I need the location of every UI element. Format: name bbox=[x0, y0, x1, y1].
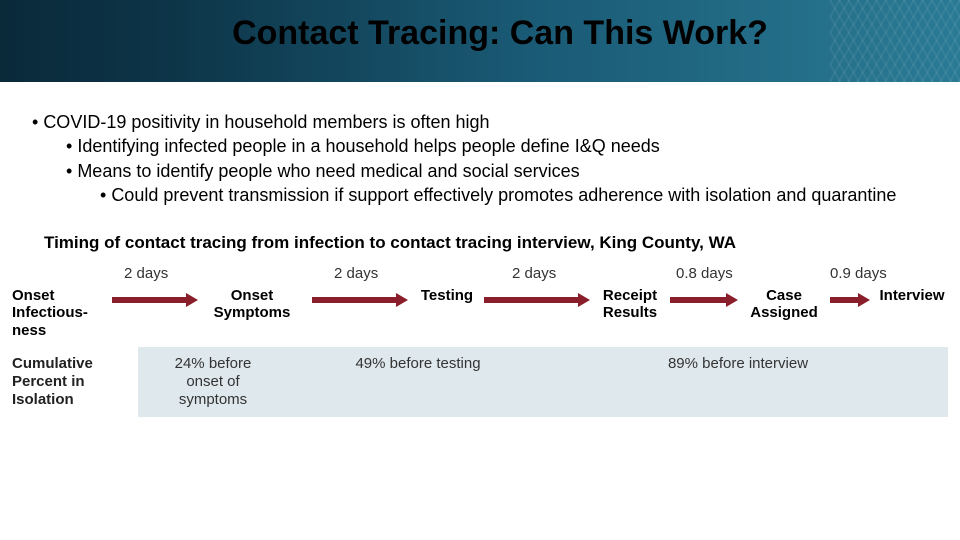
timeline-arrow-icon bbox=[670, 293, 738, 307]
bullet-l2b: Means to identify people who need medica… bbox=[20, 159, 940, 183]
bullet-l2a: Identifying infected people in a househo… bbox=[20, 134, 940, 158]
timeline-days-label: 2 days bbox=[512, 265, 556, 282]
cumulative-cell: 89% before interview bbox=[548, 355, 928, 373]
timeline-arrow-icon bbox=[830, 293, 870, 307]
bullet-l3: Could prevent transmission if support ef… bbox=[20, 183, 940, 207]
timeline-days-label: 0.9 days bbox=[830, 265, 887, 282]
cum-label-1: Cumulative bbox=[12, 355, 93, 372]
page-title: Contact Tracing: Can This Work? bbox=[0, 14, 960, 53]
timeline-days-label: 2 days bbox=[334, 265, 378, 282]
cum-label-3: Isolation bbox=[12, 391, 74, 408]
timeline-stage: ReceiptResults bbox=[594, 287, 666, 322]
cumulative-cell: 49% before testing bbox=[288, 355, 548, 373]
timeline-stage: CaseAssigned bbox=[742, 287, 826, 322]
timeline-stage: OnsetInfectious-ness bbox=[12, 287, 106, 339]
timeline-diagram: OnsetInfectious-ness OnsetSymptoms Testing… bbox=[12, 263, 948, 343]
timeline-stage: Interview bbox=[872, 287, 952, 304]
cumulative-band: Cumulative Percent in Isolation 24% befo… bbox=[12, 347, 948, 417]
timeline-arrow-icon bbox=[112, 293, 198, 307]
timeline-days-label: 2 days bbox=[124, 265, 168, 282]
bullets-block: COVID-19 positivity in household members… bbox=[0, 82, 960, 207]
timeline-arrow-icon bbox=[484, 293, 590, 307]
diagram-subhead: Timing of contact tracing from infection… bbox=[44, 233, 960, 253]
cumulative-label: Cumulative Percent in Isolation bbox=[12, 347, 138, 417]
timeline-days-label: 0.8 days bbox=[676, 265, 733, 282]
cumulative-cell: 24% beforeonset ofsymptoms bbox=[138, 355, 288, 409]
timeline-arrow-icon bbox=[312, 293, 408, 307]
timeline-stage: Testing bbox=[412, 287, 482, 304]
cumulative-cells: 24% beforeonset ofsymptoms49% before tes… bbox=[138, 347, 948, 417]
timeline-stage: OnsetSymptoms bbox=[202, 287, 302, 322]
bullet-l1: COVID-19 positivity in household members… bbox=[20, 110, 940, 134]
title-band: Contact Tracing: Can This Work? bbox=[0, 0, 960, 82]
cum-label-2: Percent in bbox=[12, 373, 85, 390]
